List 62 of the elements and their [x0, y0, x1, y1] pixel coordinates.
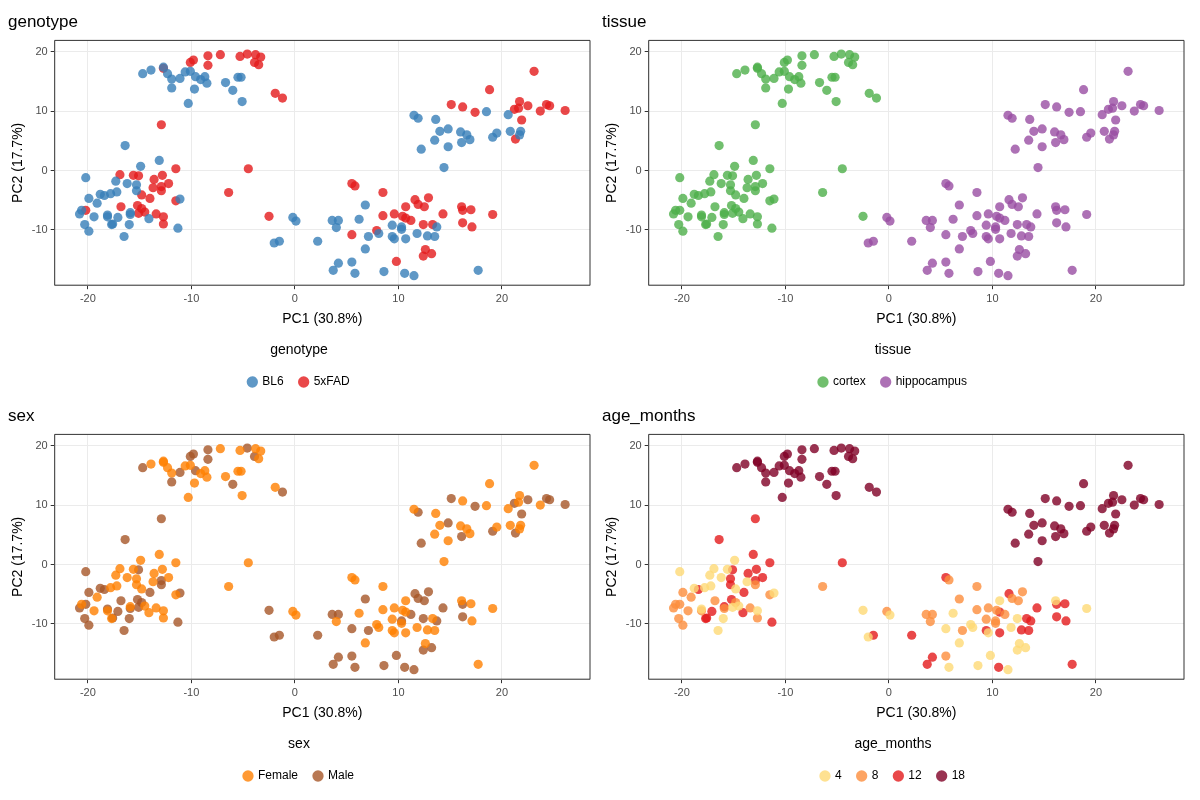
legend-label: 4	[834, 768, 842, 783]
x-tick-label: 10	[392, 685, 405, 698]
y-axis-title: PC2 (17.7%)	[603, 122, 620, 203]
y-tick-label: -10	[625, 222, 642, 235]
y-axis-title: PC2 (17.7%)	[9, 516, 26, 597]
x-tick-label: 10	[986, 685, 999, 698]
y-tick-label: 20	[35, 44, 48, 57]
y-tick-label: 20	[629, 438, 642, 451]
x-axis-title: PC1 (30.8%)	[282, 703, 363, 720]
y-tick-label: 0	[41, 557, 48, 570]
x-tick-label: -10	[777, 685, 794, 698]
legend-label: Male	[328, 768, 355, 783]
legend-label: 12	[908, 768, 922, 783]
legend-title: genotype	[270, 341, 329, 358]
x-tick-label: -20	[79, 291, 96, 304]
chart-title: tissue	[602, 11, 647, 31]
x-tick-label: -10	[183, 685, 200, 698]
legend-label: hippocampus	[895, 374, 968, 389]
chart-title: age_months	[602, 405, 696, 425]
legend-label: 18	[951, 768, 966, 783]
x-tick-label: 0	[885, 685, 892, 698]
legend-title: tissue	[874, 341, 912, 358]
x-axis-title: PC1 (30.8%)	[282, 309, 363, 326]
x-axis-title: PC1 (30.8%)	[876, 703, 957, 720]
legend-label: Female	[257, 768, 299, 783]
chart-title: genotype	[8, 11, 78, 31]
legend-title: age_months	[854, 735, 932, 752]
x-tick-label: 20	[1089, 291, 1103, 304]
y-tick-label: -10	[625, 616, 642, 629]
x-tick-label: 0	[291, 291, 298, 304]
y-tick-label: 10	[629, 498, 642, 511]
x-tick-label: 0	[885, 291, 892, 304]
y-tick-label: -10	[31, 616, 48, 629]
y-axis-title: PC2 (17.7%)	[603, 516, 620, 597]
x-tick-label: -10	[183, 291, 200, 304]
y-tick-label: 20	[35, 438, 48, 451]
x-tick-label: 10	[986, 291, 999, 304]
y-tick-label: 0	[41, 163, 48, 176]
x-tick-label: 20	[495, 291, 509, 304]
x-tick-label: 20	[1089, 685, 1103, 698]
y-tick-label: 10	[35, 498, 48, 511]
x-tick-label: -10	[777, 291, 794, 304]
legend-label: BL6	[262, 374, 284, 389]
legend-label: cortex	[832, 374, 866, 389]
x-tick-label: -20	[79, 685, 96, 698]
legend-label: 5xFAD	[313, 374, 351, 389]
y-tick-label: 0	[635, 557, 642, 570]
x-tick-label: -20	[673, 685, 690, 698]
legend-title: sex	[288, 735, 310, 752]
x-tick-label: 20	[495, 685, 509, 698]
y-tick-label: 0	[635, 163, 642, 176]
y-tick-label: 10	[629, 104, 642, 117]
x-tick-label: 0	[291, 685, 298, 698]
x-tick-label: 10	[392, 291, 405, 304]
y-tick-label: -10	[31, 222, 48, 235]
y-tick-label: 10	[35, 104, 48, 117]
legend-label: 8	[871, 768, 879, 783]
chart-title: sex	[8, 405, 35, 425]
x-tick-label: -20	[673, 291, 690, 304]
x-axis-title: PC1 (30.8%)	[876, 309, 957, 326]
y-axis-title: PC2 (17.7%)	[9, 122, 26, 203]
y-tick-label: 20	[629, 44, 642, 57]
